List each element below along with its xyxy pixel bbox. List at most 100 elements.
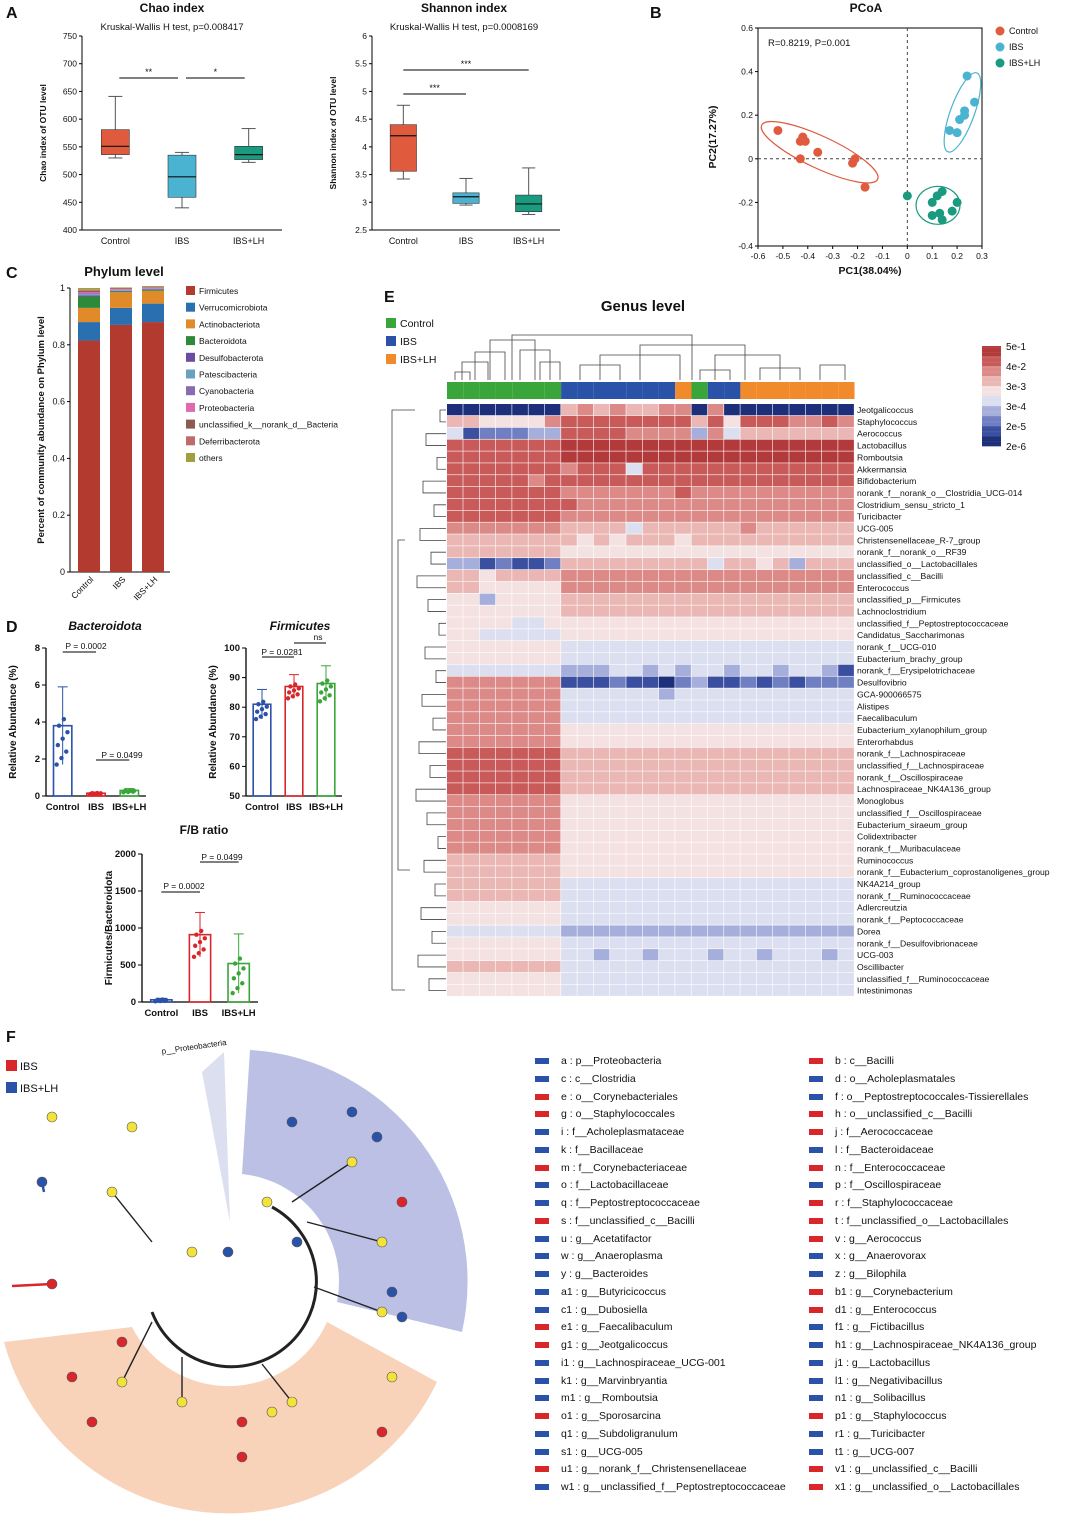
heatmap-cell bbox=[626, 747, 642, 759]
heatmap-cell bbox=[773, 747, 789, 759]
heatmap-cell bbox=[447, 866, 463, 878]
heatmap-cell bbox=[675, 664, 691, 676]
heatmap-cell bbox=[642, 641, 659, 653]
heatmap-cell bbox=[789, 593, 805, 605]
scatter-point bbox=[795, 154, 805, 164]
stacked-segment bbox=[110, 290, 132, 292]
color-scale-segment bbox=[982, 417, 1001, 420]
heatmap-cell bbox=[658, 925, 675, 937]
heatmap-cell bbox=[773, 546, 789, 558]
y-axis-label: Shannon index of OTU level bbox=[328, 77, 338, 190]
heatmap-cell bbox=[610, 498, 626, 511]
heatmap-cell bbox=[838, 427, 854, 439]
heatmap-cell bbox=[821, 463, 838, 475]
heatmap-cell bbox=[593, 854, 610, 866]
heatmap-cell bbox=[789, 806, 805, 819]
row-label: unclassified_c__Bacilli bbox=[857, 571, 943, 581]
heatmap-cell bbox=[463, 593, 479, 605]
legend-label: IBS+LH bbox=[20, 1083, 58, 1095]
legend-swatch bbox=[386, 318, 396, 328]
heatmap-cell bbox=[821, 427, 838, 439]
heatmap-cell bbox=[577, 972, 594, 985]
data-point bbox=[54, 762, 59, 767]
heatmap-cell bbox=[479, 889, 496, 902]
heatmap-cell bbox=[561, 534, 577, 546]
heatmap-cell bbox=[544, 889, 561, 902]
legend-label: others bbox=[199, 453, 223, 463]
heatmap-cell bbox=[789, 735, 805, 748]
heatmap-cell bbox=[577, 771, 594, 783]
clade-node bbox=[46, 1111, 58, 1123]
heatmap-cell bbox=[528, 937, 545, 949]
heatmap-cell bbox=[724, 522, 740, 534]
heatmap-cell bbox=[447, 558, 463, 570]
heatmap-cell bbox=[675, 984, 691, 996]
row-label: Colidextribacter bbox=[857, 832, 917, 842]
heatmap-cell bbox=[740, 960, 757, 973]
y-axis-label: Percent of community abundance on Phylum… bbox=[36, 316, 47, 544]
heatmap-cell bbox=[756, 427, 773, 439]
lefse-legend-label: w1 : g__unclassified_f__Peptostreptococc… bbox=[561, 1481, 786, 1493]
row-label: Staphylococcus bbox=[857, 417, 917, 427]
heatmap-cell bbox=[658, 854, 675, 866]
heatmap-cell bbox=[691, 486, 708, 499]
heatmap-cell bbox=[544, 901, 561, 913]
heatmap-cell bbox=[821, 605, 838, 617]
clade-branch-ibslh bbox=[40, 1181, 46, 1193]
color-scale-segment bbox=[982, 402, 1001, 405]
heatmap-cell bbox=[495, 581, 512, 593]
heatmap-cell bbox=[805, 806, 822, 819]
clade-node-ibs bbox=[116, 1336, 128, 1348]
heatmap-cell bbox=[479, 878, 496, 890]
y-axis-label: Relative Abundance (%) bbox=[8, 665, 19, 779]
plot-frame bbox=[757, 27, 983, 247]
panel-label-F: F bbox=[6, 1029, 16, 1046]
heatmap-cell bbox=[561, 735, 577, 748]
heatmap-cell bbox=[691, 404, 708, 416]
heatmap-cell bbox=[821, 949, 838, 961]
dendrogram-branch bbox=[429, 765, 446, 778]
x-tick-label: -0.2 bbox=[850, 251, 865, 261]
heatmap-cell bbox=[642, 486, 659, 499]
heatmap-cell bbox=[593, 581, 610, 593]
heatmap-cell bbox=[626, 783, 642, 795]
heatmap-cell bbox=[707, 759, 724, 771]
heatmap-cell bbox=[675, 404, 691, 416]
data-point bbox=[131, 788, 137, 793]
heatmap-cell bbox=[756, 652, 773, 665]
scatter-point bbox=[970, 97, 980, 107]
color-scale-segment bbox=[982, 379, 1001, 382]
heatmap-cell bbox=[479, 972, 496, 985]
heatmap-cell bbox=[740, 486, 757, 499]
heatmap-cell bbox=[626, 972, 642, 985]
lefse-legend-item: v : g__Aerococcus bbox=[809, 1233, 921, 1245]
lefse-legend-item: j1 : g__Lactobacillus bbox=[809, 1357, 930, 1369]
y-tick-label: 0.4 bbox=[741, 67, 753, 77]
clade-node bbox=[126, 1121, 138, 1133]
heatmap-cell bbox=[658, 984, 675, 996]
x-tick-label: IBS+LH bbox=[131, 574, 159, 602]
stacked-segment bbox=[142, 287, 164, 289]
heatmap-cell bbox=[642, 712, 659, 724]
heatmap-cell bbox=[561, 806, 577, 819]
heatmap-cell bbox=[642, 747, 659, 759]
heatmap-cell bbox=[544, 486, 561, 499]
color-scale-segment bbox=[982, 406, 1001, 408]
row-label: Jeotgalicoccus bbox=[857, 405, 913, 415]
heatmap-cell bbox=[707, 818, 724, 830]
heatmap-cell bbox=[724, 605, 740, 617]
scatter-point bbox=[850, 154, 860, 164]
heatmap-cell bbox=[479, 795, 496, 807]
legend-swatch bbox=[186, 286, 195, 295]
heatmap-cell bbox=[805, 415, 822, 428]
scatter-point bbox=[962, 71, 972, 81]
lefse-legend-item: m1 : g__Romboutsia bbox=[535, 1392, 658, 1404]
clade-highlight-proteobacteria bbox=[202, 1052, 230, 1222]
heatmap-cell bbox=[495, 806, 512, 819]
heatmap-cell bbox=[528, 771, 545, 783]
heatmap-cell bbox=[740, 498, 757, 511]
heatmap-cell bbox=[691, 949, 708, 961]
heatmap-cell bbox=[707, 427, 724, 439]
dendrogram-branch bbox=[431, 931, 446, 944]
heatmap-cell bbox=[724, 783, 740, 795]
